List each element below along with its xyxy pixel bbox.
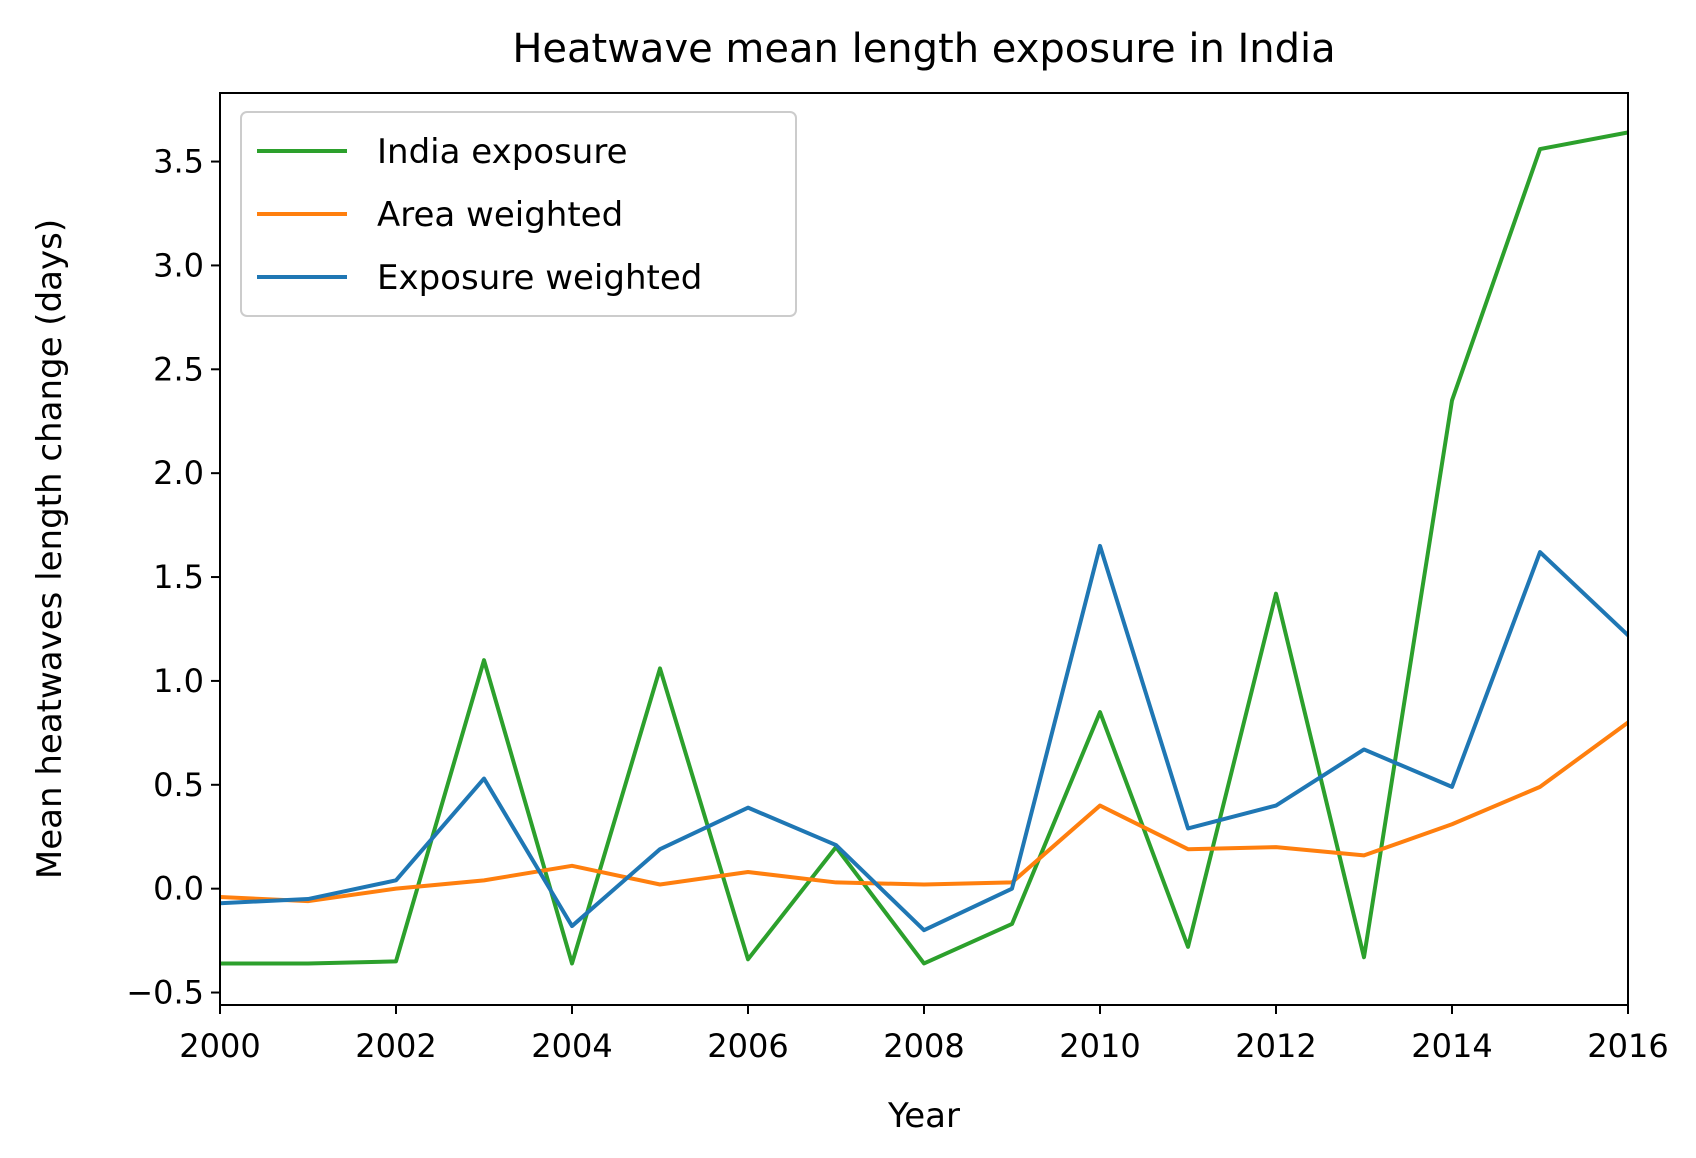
x-axis-label: Year — [887, 1096, 960, 1136]
y-tick-label: 1.0 — [153, 662, 204, 700]
x-tick-label: 2004 — [531, 1027, 612, 1065]
legend-label-exposure-weighted: Exposure weighted — [377, 258, 702, 298]
y-tick-label: 2.5 — [153, 350, 204, 388]
x-axis: 2000 2002 2004 2006 2008 2010 2012 2014 2016 — [179, 1005, 1669, 1065]
x-tick-label: 2006 — [707, 1027, 788, 1065]
y-tick-label: 3.0 — [153, 246, 204, 284]
legend-box — [240, 111, 797, 317]
x-tick-label: 2016 — [1587, 1027, 1668, 1065]
x-tick-label: 2000 — [179, 1027, 260, 1065]
y-tick-label: −0.5 — [126, 974, 204, 1012]
x-tick-label: 2002 — [355, 1027, 436, 1065]
series-line-area-weighted — [220, 719, 1628, 904]
y-axis-label: Mean heatwaves length change (days) — [30, 219, 70, 879]
y-tick-label: 1.5 — [153, 558, 204, 596]
x-tick-label: 2012 — [1235, 1027, 1316, 1065]
series-line-india-exposure — [220, 130, 1628, 966]
x-tick-label: 2010 — [1059, 1027, 1140, 1065]
y-tick-label: 0.5 — [153, 766, 204, 804]
y-axis: −0.5 0.0 0.5 1.0 1.5 2.0 2.5 3.0 3.5 — [126, 143, 220, 1012]
x-tick-label: 2008 — [883, 1027, 964, 1065]
y-tick-label: 0.0 — [153, 870, 204, 908]
series-line-exposure-weighted — [220, 543, 1628, 933]
legend-label-area-weighted: Area weighted — [377, 195, 623, 235]
legend: India exposure Area weighted Exposure weig… — [240, 111, 797, 317]
x-tick-label: 2014 — [1411, 1027, 1492, 1065]
y-tick-label: 3.5 — [153, 143, 204, 181]
chart-title: Heatwave mean length exposure in India — [512, 26, 1335, 72]
series-layer — [220, 130, 1628, 966]
plot-area — [219, 92, 1629, 1006]
legend-label-india-exposure: India exposure — [377, 132, 627, 172]
y-tick-label: 2.0 — [153, 454, 204, 492]
